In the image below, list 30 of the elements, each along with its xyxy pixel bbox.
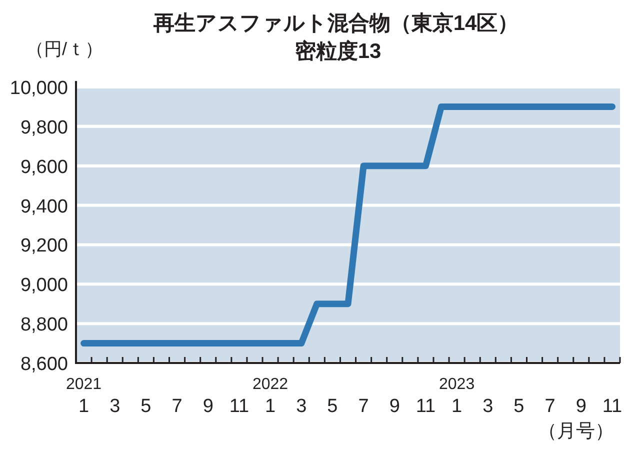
x-tick-label: 2021 1 [66,376,102,417]
x-tick-label: 3 [110,396,120,417]
x-tick-label: 5 [514,396,524,417]
y-tick-label: 8,800 [20,314,68,336]
x-tick-label: 9 [389,396,400,417]
y-tick-label: 9,000 [20,275,68,296]
y-axis-title: （円/ｔ） [26,39,104,59]
y-tick-label: 9,400 [20,196,68,218]
x-tick-label: 2023 1 [439,376,475,417]
x-tick-label: 7 [544,396,556,417]
x-tick-label: 5 [140,396,152,417]
x-tick-label: 7 [358,396,369,417]
x-tick-label: 7 [172,396,182,417]
chart-title: 再生アスファルト混合物（東京14区） [152,11,519,35]
x-tick-label: 5 [327,396,338,417]
x-tick-label: 9 [202,396,214,417]
chart-subtitle: 密粒度13 [294,39,382,63]
y-tick-label: 8,600 [20,354,68,375]
x-tick-label: 9 [576,396,586,417]
x-tick-label: 11 [602,396,622,417]
y-tick-label: 9,800 [20,117,68,138]
x-axis-title: （月号） [538,421,614,442]
x-tick-label: 2022 1 [252,376,288,417]
x-tick-label: 11 [416,396,436,417]
y-tick-label: 10,000 [10,78,68,99]
x-tick-label: 11 [229,396,250,417]
y-tick-label: 9,200 [20,236,68,257]
y-tick-label: 9,600 [20,156,68,178]
x-tick-label: 3 [482,396,494,417]
x-tick-label: 3 [296,396,307,417]
